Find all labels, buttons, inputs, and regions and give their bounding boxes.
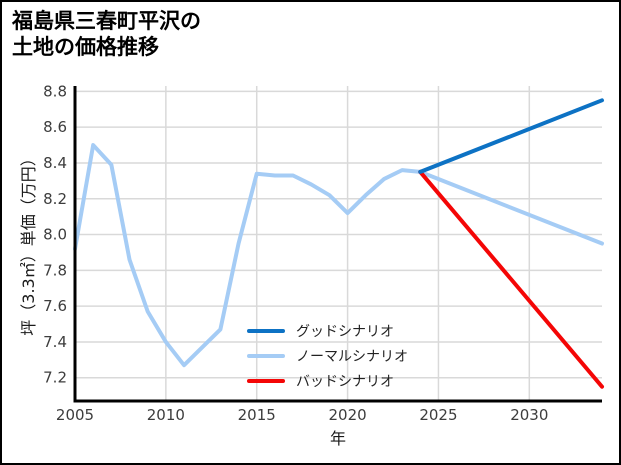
y-tick-label: 7.6	[43, 297, 67, 315]
x-tick-label: 2020	[328, 406, 366, 424]
legend-label-good-scenario: グッドシナリオ	[296, 323, 394, 340]
legend-swatch-good-scenario	[247, 328, 285, 333]
y-tick-label: 7.2	[43, 369, 67, 387]
y-axis-label: 坪（3.3㎡）単価（万円）	[19, 150, 38, 336]
legend: グッドシナリオ ノーマルシナリオ バッドシナリオ	[247, 318, 408, 393]
chart-title: 福島県三春町平沢の 土地の価格推移	[12, 8, 201, 60]
legend-swatch-normal-scenario	[247, 353, 285, 358]
x-tick-label: 2010	[147, 406, 185, 424]
x-tick-label: 2015	[238, 406, 276, 424]
legend-row-normal-scenario: ノーマルシナリオ	[247, 343, 408, 368]
x-tick-label: 2030	[510, 406, 548, 424]
x-axis-label: 年	[329, 429, 347, 448]
x-tick-label: 2025	[419, 406, 457, 424]
chart-title-line1: 福島県三春町平沢の	[12, 9, 201, 33]
y-tick-label: 7.8	[43, 261, 67, 279]
legend-label-normal-scenario: ノーマルシナリオ	[296, 348, 408, 365]
legend-swatch-bad-scenario	[247, 378, 285, 383]
y-tick-label: 8.8	[43, 82, 67, 100]
legend-row-good-scenario: グッドシナリオ	[247, 318, 408, 343]
y-tick-label: 7.4	[43, 333, 67, 351]
series-line-good-scenario	[418, 98, 604, 174]
series-line-normal-scenario	[73, 143, 604, 368]
y-tick-label: 8.6	[43, 118, 67, 136]
y-tick-label: 8.0	[43, 226, 67, 244]
series-line-bad-scenario	[418, 169, 604, 389]
legend-label-bad-scenario: バッドシナリオ	[296, 373, 394, 390]
legend-row-bad-scenario: バッドシナリオ	[247, 368, 408, 393]
y-tick-label: 8.4	[43, 154, 67, 172]
y-tick-label: 8.2	[43, 190, 67, 208]
x-tick-label: 2005	[56, 406, 94, 424]
chart-title-line2: 土地の価格推移	[12, 35, 159, 59]
